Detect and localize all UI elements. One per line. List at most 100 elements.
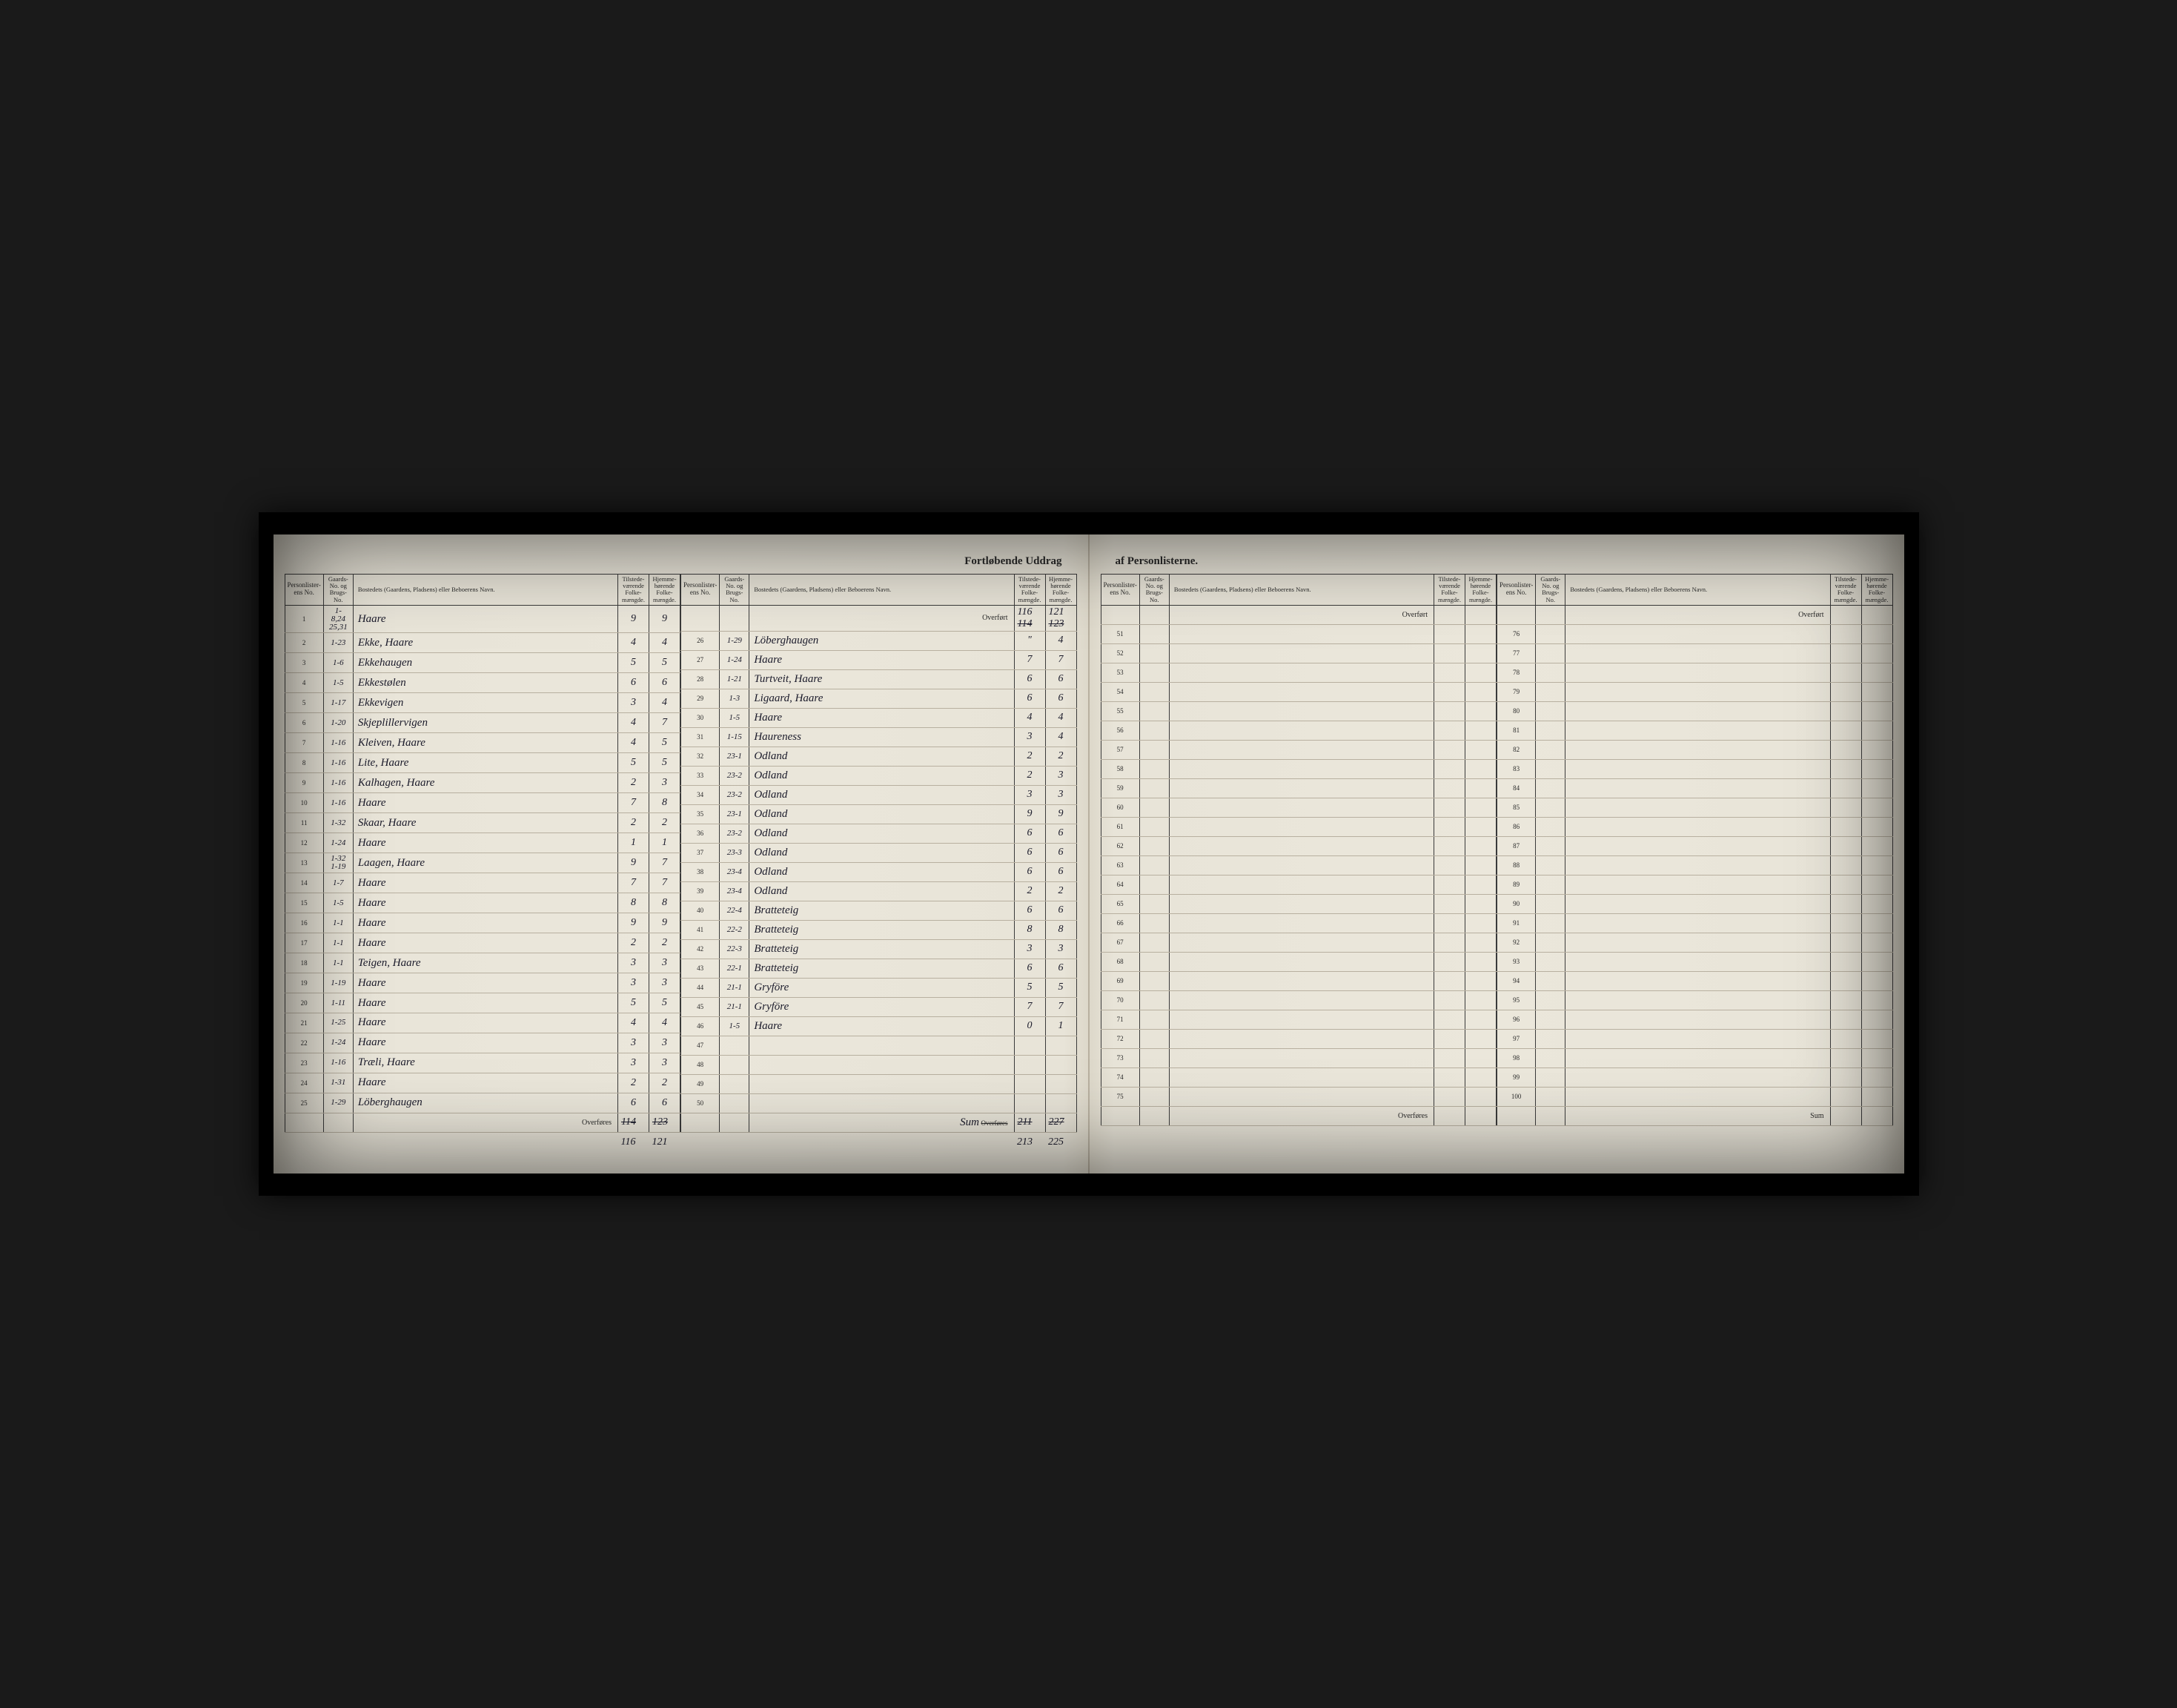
- header-hjemme: Hjemme-hørende Folke-mængde.: [1861, 574, 1892, 605]
- table-row: 151-5Haare88: [285, 893, 680, 913]
- table-row: 4122-2Bratteteig88: [681, 920, 1077, 939]
- cell-hjemme: [1045, 1055, 1076, 1074]
- table-row: 201-11Haare55: [285, 993, 680, 1013]
- table-row: 111-32Skaar, Haare22: [285, 813, 680, 833]
- cell-rownum: 69: [1101, 971, 1139, 990]
- cell-rownum: 32: [681, 747, 720, 766]
- cell-rownum: 48: [681, 1055, 720, 1074]
- cell-tilstede: 1: [618, 833, 649, 853]
- cell-bosted: [1565, 740, 1830, 759]
- cell-hjemme: [1465, 1087, 1497, 1106]
- cell-bosted: Kleiven, Haare: [353, 733, 617, 753]
- cell-gaardsno: [720, 1036, 749, 1055]
- cell-gaardsno: [1536, 759, 1565, 778]
- table-row: 61-20Skjeplillervigen47: [285, 713, 680, 733]
- cell-hjemme: [1861, 836, 1892, 855]
- overfores-t: 114: [618, 1113, 649, 1132]
- header-bosted: Bostedets (Gaardens, Pladsens) eller Beb…: [1565, 574, 1830, 605]
- cell-tilstede: [1830, 682, 1861, 701]
- cell-gaardsno: [720, 1093, 749, 1113]
- cell-tilstede: 9: [618, 853, 649, 873]
- cell-rownum: 25: [285, 1093, 323, 1113]
- table-row: 271-24Haare77: [681, 650, 1077, 669]
- cell-tilstede: 9: [618, 605, 649, 632]
- sum-struck-t: 211: [1014, 1113, 1045, 1132]
- cell-bosted: Bratteteig: [749, 959, 1014, 978]
- cell-tilstede: [1830, 1068, 1861, 1087]
- cell-hjemme: [1861, 759, 1892, 778]
- cell-hjemme: [1861, 1029, 1892, 1048]
- cell-rownum: 83: [1497, 759, 1536, 778]
- cell-rownum: 2: [285, 633, 323, 653]
- cell-rownum: 73: [1101, 1048, 1139, 1068]
- cell-hjemme: [1465, 1068, 1497, 1087]
- cell-tilstede: [1434, 817, 1465, 836]
- table-row: 77: [1497, 643, 1893, 663]
- table-row: 75: [1101, 1087, 1497, 1106]
- cell-hjemme: [1861, 913, 1892, 933]
- cell-gaardsno: 22-4: [720, 901, 749, 920]
- cell-tilstede: [1434, 1068, 1465, 1087]
- table-row: 95: [1497, 990, 1893, 1010]
- cell-hjemme: [1465, 875, 1497, 894]
- cell-hjemme: [1045, 1036, 1076, 1055]
- cell-gaardsno: 22-3: [720, 939, 749, 959]
- cell-hjemme: 5: [649, 753, 680, 773]
- cell-gaardsno: 1-5: [720, 708, 749, 727]
- cell-bosted: [1169, 875, 1434, 894]
- cell-gaardsno: [1139, 836, 1169, 855]
- table-row: 3223-1Odland22: [681, 747, 1077, 766]
- cell-gaardsno: [1139, 817, 1169, 836]
- cell-gaardsno: 23-2: [720, 785, 749, 804]
- cell-hjemme: 1: [649, 833, 680, 853]
- cell-tilstede: 5: [618, 753, 649, 773]
- cell-hjemme: 7: [649, 853, 680, 873]
- table-row: 85: [1497, 798, 1893, 817]
- cell-rownum: 94: [1497, 971, 1536, 990]
- cell-gaardsno: 21-1: [720, 997, 749, 1016]
- cell-bosted: Haare: [353, 605, 617, 632]
- cell-tilstede: [1014, 1055, 1045, 1074]
- cell-rownum: 65: [1101, 894, 1139, 913]
- cell-hjemme: 6: [1045, 901, 1076, 920]
- table-row: 71-16Kleiven, Haare45: [285, 733, 680, 753]
- cell-gaardsno: [1139, 643, 1169, 663]
- cell-rownum: 16: [285, 913, 323, 933]
- cell-tilstede: 3: [618, 953, 649, 973]
- cell-hjemme: [1465, 855, 1497, 875]
- cell-gaardsno: [1536, 1029, 1565, 1048]
- cell-rownum: 86: [1497, 817, 1536, 836]
- cell-hjemme: [1465, 1010, 1497, 1029]
- table-row: 84: [1497, 778, 1893, 798]
- cell-hjemme: [1861, 663, 1892, 682]
- ledger-table-section-4: Personlister-ens No. Gaards-No. og Brugs…: [1497, 574, 1893, 1126]
- cell-rownum: 34: [681, 785, 720, 804]
- cell-gaardsno: [1139, 1068, 1169, 1087]
- cell-bosted: Ekkevigen: [353, 693, 617, 713]
- table-row: 81-16Lite, Haare55: [285, 753, 680, 773]
- table-row: 91-16Kalhagen, Haare23: [285, 773, 680, 793]
- cell-gaardsno: [1536, 952, 1565, 971]
- cell-hjemme: 9: [1045, 804, 1076, 824]
- cell-rownum: 89: [1497, 875, 1536, 894]
- table-row: 181-1Teigen, Haare33: [285, 953, 680, 973]
- table-row: 221-24Haare33: [285, 1033, 680, 1053]
- table-row: 53: [1101, 663, 1497, 682]
- cell-hjemme: [1861, 624, 1892, 643]
- header-bosted: Bostedets (Gaardens, Pladsens) eller Beb…: [1169, 574, 1434, 605]
- cell-tilstede: 6: [1014, 824, 1045, 843]
- cell-gaardsno: 1-1: [323, 933, 353, 953]
- cell-rownum: 97: [1497, 1029, 1536, 1048]
- cell-rownum: 53: [1101, 663, 1139, 682]
- cell-hjemme: 2: [649, 1073, 680, 1093]
- cell-rownum: 20: [285, 993, 323, 1013]
- cell-tilstede: [1434, 798, 1465, 817]
- cell-gaardsno: 1-16: [323, 733, 353, 753]
- cell-bosted: Haare: [749, 1016, 1014, 1036]
- cell-hjemme: 7: [1045, 997, 1076, 1016]
- cell-bosted: [1565, 759, 1830, 778]
- cell-hjemme: [1861, 682, 1892, 701]
- cell-gaardsno: 1-1: [323, 953, 353, 973]
- cell-rownum: 72: [1101, 1029, 1139, 1048]
- cell-rownum: 6: [285, 713, 323, 733]
